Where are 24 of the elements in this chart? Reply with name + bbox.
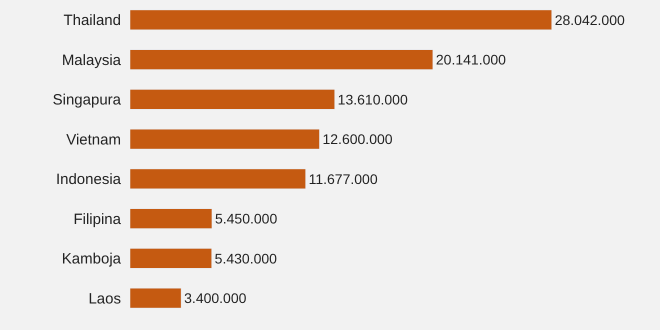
data-label: 11.677.000: [308, 170, 378, 187]
y-tick-label: Thailand: [63, 12, 121, 30]
data-label: 28.042.000: [554, 12, 625, 28]
bar: [130, 128, 320, 150]
y-tick-label: Singapura: [52, 92, 122, 109]
bar: [130, 288, 182, 308]
bar: [130, 10, 552, 30]
data-label: 3.400.000: [184, 290, 247, 306]
y-tick-label: Kamboja: [62, 250, 122, 268]
data-label: 20.141.000: [436, 52, 506, 68]
bar: [130, 208, 212, 229]
y-tick-label: Malaysia: [62, 52, 122, 69]
bar: [130, 89, 335, 110]
bar: [130, 168, 306, 190]
y-tick-label: Indonesia: [56, 171, 122, 188]
bar: [130, 248, 212, 269]
y-tick-label: Vietnam: [66, 131, 121, 148]
y-tick-label: Laos: [88, 290, 121, 308]
data-label: 5.430.000: [214, 250, 278, 266]
data-label: 12.600.000: [322, 131, 393, 148]
data-label: 5.450.000: [214, 210, 278, 227]
y-tick-label: Filipina: [73, 210, 122, 228]
data-label: 13.610.000: [338, 91, 408, 108]
bar: [130, 49, 434, 70]
